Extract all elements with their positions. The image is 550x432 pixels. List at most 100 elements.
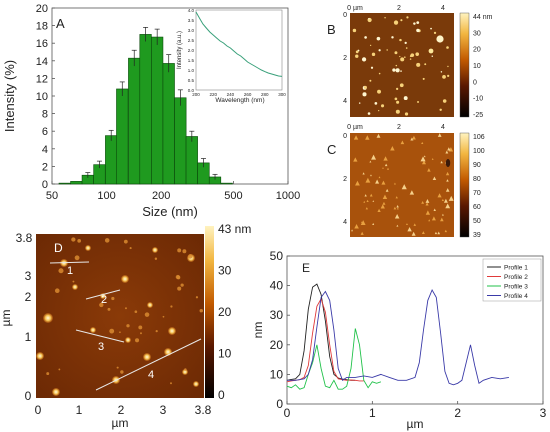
- panel-b-particle: [447, 74, 450, 78]
- panel-b-particle: [378, 110, 380, 112]
- panel-b-particle: [446, 46, 449, 49]
- panel-d-particle: [52, 388, 60, 396]
- panel-c-particle: [413, 223, 417, 226]
- panel-b-particle: [442, 99, 447, 103]
- panel-d-particle: [109, 328, 115, 334]
- panel-e-ytick-label: 0: [276, 397, 283, 411]
- panel-d-particle: [123, 239, 128, 244]
- panel-a-ytick-label: 18: [36, 21, 48, 33]
- panel-b-colorbar-tick: -10: [473, 96, 483, 103]
- panel-b-colorbar-tick: -25: [473, 112, 483, 119]
- panel-d-particle: [195, 296, 199, 299]
- legend-box: [482, 258, 542, 302]
- panel-b-particle: [369, 44, 372, 47]
- panel-d-particle: [126, 324, 130, 328]
- inset-ytick-label: 0.0: [188, 88, 195, 93]
- panel-d-particle: [138, 325, 143, 330]
- panel-d-colorbar: [205, 226, 214, 398]
- panel-c-particle: [427, 168, 431, 172]
- panel-c-defect: [445, 159, 451, 167]
- panel-d-particle: [36, 352, 44, 360]
- panel-d-colorbar-tick: 20: [218, 305, 232, 319]
- panel-c-particle: [365, 207, 368, 210]
- panel-c-particle: [448, 195, 454, 201]
- panel-e-plot-frame: [286, 255, 544, 405]
- inset-ylabel: Intensity (a.u.): [177, 31, 183, 69]
- panel-d-colorbar-tick: 30: [218, 264, 232, 278]
- panel-d-particle: [54, 288, 60, 294]
- panel-c-particle: [421, 200, 425, 204]
- panel-a-bar: [139, 34, 152, 185]
- panel-a-ytick-label: 6: [42, 126, 48, 138]
- panel-c-particle: [386, 167, 390, 170]
- panel-a-ylabel: Intensity (%): [2, 60, 17, 132]
- panel-c-particle: [445, 203, 451, 209]
- panel-c-particle: [396, 207, 399, 210]
- panel-c-particle: [396, 205, 399, 208]
- panel-a-bar: [58, 182, 71, 185]
- panel-d-particle: [182, 369, 188, 375]
- panel-c-particle: [377, 208, 381, 212]
- panel-b-particle: [384, 17, 386, 19]
- panel-b-particle: [406, 16, 409, 19]
- panel-b-particle: [417, 100, 419, 103]
- panel-c-colorbar-tick: 80: [473, 176, 481, 183]
- panel-c-particle: [370, 174, 372, 177]
- panel-c-particle: [353, 135, 359, 140]
- panel-c-ytick-1: 2: [343, 176, 347, 183]
- panel-c-particle: [422, 160, 426, 165]
- panel-d-particle: [162, 315, 165, 318]
- panel-c-particle: [428, 219, 431, 222]
- panel-b-colorbar-tick: 44 nm: [473, 14, 493, 21]
- panel-d-particle: [124, 307, 127, 310]
- panel-b-particle: [378, 49, 381, 52]
- profile-label-2: 2: [101, 294, 107, 306]
- panel-d-xtick-label: 3.8: [195, 403, 212, 417]
- panel-c-particle: [355, 180, 360, 186]
- panel-b-particle: [409, 58, 412, 60]
- panel-b-particle: [399, 38, 402, 42]
- panel-d-particle: [43, 313, 53, 323]
- panel-c-particle: [361, 221, 363, 223]
- inset-xtick-label: 200: [192, 92, 200, 97]
- panel-d-xtick-label: 0: [35, 403, 42, 417]
- panel-b-particle: [413, 22, 416, 25]
- panel-b-particle: [363, 85, 367, 89]
- panel-d-particle: [104, 238, 110, 243]
- panel-c-particle: [433, 208, 436, 211]
- panel-c-particle: [400, 140, 405, 145]
- panel-d-ytick-label: 3: [25, 269, 32, 283]
- panel-c-ytick-0: 0: [343, 133, 347, 140]
- panel-e-xtick-label: 3: [540, 406, 547, 420]
- inset-xtick-label: 260: [244, 92, 252, 97]
- panel-d-particle: [125, 337, 131, 343]
- panel-a-xtick-label: 200: [152, 190, 170, 202]
- inset-ytick-label: 3.0: [188, 28, 195, 33]
- panel-d-particle: [129, 247, 132, 250]
- panel-c-particle: [431, 158, 434, 160]
- panel-c-particle: [394, 213, 400, 219]
- panel-b-particle: [394, 51, 398, 55]
- panel-b-particle: [428, 48, 434, 54]
- panel-c-particle: [390, 146, 395, 151]
- panel-c-letter: C: [327, 142, 336, 157]
- panel-d-particle: [71, 237, 76, 242]
- panel-c-particle: [432, 176, 437, 181]
- panel-b-particle: [395, 68, 400, 73]
- panel-b-xtick-0: 0 µm: [347, 5, 363, 12]
- panel-d-colorbar-tick: 43 nm: [218, 222, 251, 236]
- inset-xtick-label: 240: [227, 92, 235, 97]
- panel-d-particle: [177, 286, 182, 291]
- panel-a-ytick-label: 2: [42, 161, 48, 173]
- panel-b-particle: [378, 72, 381, 75]
- panel-c-particle: [437, 231, 441, 235]
- panel-c-particle: [437, 133, 442, 137]
- panel-c-particle: [366, 199, 369, 202]
- panel-b-particle: [433, 31, 437, 34]
- panel-d-particle: [90, 327, 96, 333]
- panel-c-afm-image: [350, 133, 454, 237]
- panel-a-xtick-label: 50: [46, 190, 58, 202]
- panel-b-particle: [386, 49, 388, 51]
